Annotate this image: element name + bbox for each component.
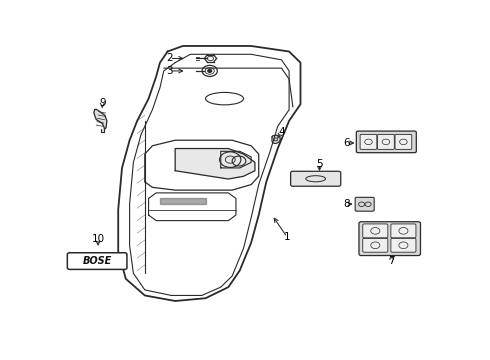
- FancyBboxPatch shape: [391, 224, 416, 238]
- Text: 9: 9: [99, 98, 105, 108]
- FancyBboxPatch shape: [363, 224, 388, 238]
- Text: 7: 7: [388, 256, 395, 266]
- FancyBboxPatch shape: [291, 171, 341, 186]
- Polygon shape: [272, 135, 280, 144]
- Polygon shape: [175, 149, 255, 179]
- Text: 1: 1: [284, 232, 291, 242]
- FancyBboxPatch shape: [363, 238, 388, 252]
- Polygon shape: [160, 198, 206, 204]
- FancyBboxPatch shape: [359, 222, 420, 256]
- Text: 4: 4: [278, 127, 285, 137]
- FancyBboxPatch shape: [67, 253, 127, 269]
- FancyBboxPatch shape: [395, 134, 412, 149]
- Circle shape: [208, 69, 212, 72]
- FancyBboxPatch shape: [355, 197, 374, 211]
- Text: 5: 5: [316, 159, 323, 169]
- Text: 2: 2: [166, 53, 173, 63]
- Text: 8: 8: [343, 199, 349, 209]
- Text: 6: 6: [343, 138, 349, 148]
- Text: BOSE: BOSE: [82, 256, 112, 266]
- FancyBboxPatch shape: [360, 134, 377, 149]
- FancyBboxPatch shape: [391, 238, 416, 252]
- FancyBboxPatch shape: [378, 134, 394, 149]
- Polygon shape: [101, 129, 104, 132]
- FancyBboxPatch shape: [356, 131, 416, 153]
- Polygon shape: [94, 109, 107, 129]
- Text: 10: 10: [92, 234, 105, 244]
- Text: 3: 3: [166, 66, 173, 76]
